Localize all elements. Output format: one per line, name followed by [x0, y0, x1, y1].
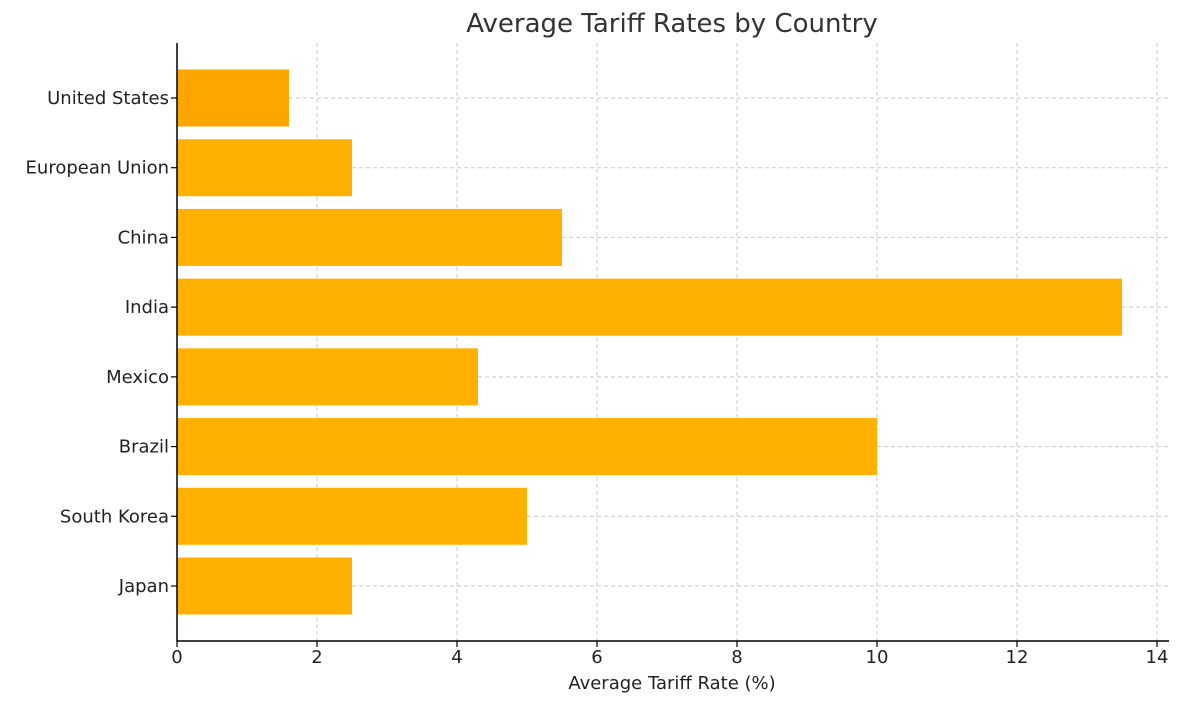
x-tick-label: 6 — [591, 647, 602, 668]
y-tick-label: India — [125, 297, 169, 318]
x-tick-label: 2 — [311, 647, 322, 668]
bars — [177, 69, 1122, 615]
y-tick-label: Brazil — [119, 437, 169, 458]
bar-european-union — [177, 139, 352, 197]
bar-china — [177, 208, 562, 266]
bar-mexico — [177, 348, 478, 406]
chart-title: Average Tariff Rates by Country — [466, 9, 878, 39]
x-tick-label: 10 — [866, 647, 889, 668]
x-tick-label: 14 — [1146, 647, 1169, 668]
bar-india — [177, 278, 1122, 336]
bar-japan — [177, 557, 352, 615]
x-tick-label: 12 — [1006, 647, 1029, 668]
bar-brazil — [177, 418, 877, 476]
y-tick-label: European Union — [26, 158, 169, 179]
bar-united-states — [177, 69, 289, 127]
x-axis-label: Average Tariff Rate (%) — [568, 673, 775, 694]
y-tick-label: Mexico — [106, 367, 169, 388]
y-tick-label: Japan — [118, 576, 169, 597]
y-tick-label: China — [118, 227, 169, 248]
bar-south-korea — [177, 487, 527, 545]
y-ticks: United States European Union China India Mex… — [26, 88, 177, 597]
x-tick-label: 4 — [451, 647, 462, 668]
axes — [176, 43, 1169, 642]
y-tick-label: South Korea — [60, 506, 169, 527]
y-tick-label: United States — [47, 88, 169, 109]
grid-lines — [176, 43, 1169, 641]
x-tick-label: 8 — [731, 647, 742, 668]
x-ticks: 0 2 4 6 8 10 12 14 — [171, 641, 1168, 668]
x-tick-label: 0 — [171, 647, 182, 668]
